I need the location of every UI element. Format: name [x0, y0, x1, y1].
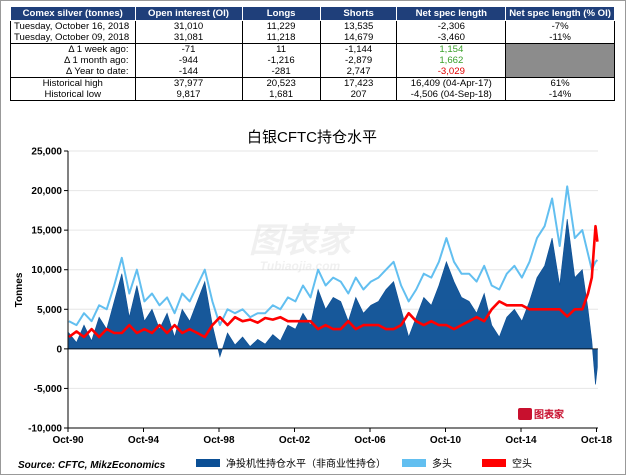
y-axis-label: Tonnes — [14, 272, 25, 307]
cell-net-pct-empty — [505, 43, 615, 78]
x-tick-label: Oct-14 — [505, 435, 537, 446]
legend-swatch — [482, 459, 506, 467]
table-row-delta-week: Δ 1 week ago: -71 11 -1,144 1,154 — [10, 43, 615, 78]
logo-icon — [518, 408, 532, 420]
cell-net-pct: -7% — [505, 20, 615, 32]
table-row-historical-high: Historical high 37,977 20,523 17,423 16,… — [10, 77, 615, 89]
cell-longs: 11,218 — [241, 32, 321, 44]
y-tick-label: 10,000 — [31, 265, 62, 276]
chart-series — [68, 185, 599, 385]
logo-text: 图表家 — [534, 408, 565, 421]
cell-longs: 11 — [241, 43, 321, 55]
cell-longs: 11,229 — [241, 20, 321, 32]
cell-longs: 1,681 — [241, 89, 321, 101]
watermark: 图表家 Tubiaojia.com — [249, 222, 356, 273]
x-tick-label: Oct-10 — [430, 435, 462, 446]
x-tick-label: Oct-06 — [354, 435, 386, 446]
y-tick-label: 25,000 — [31, 147, 62, 158]
legend-label: 空头 — [512, 457, 532, 470]
header-net-spec-pct: Net spec length (% OI) — [505, 6, 615, 21]
legend-swatch — [196, 459, 220, 467]
header-instrument: Comex silver (tonnes) — [10, 6, 136, 21]
longs-line — [68, 185, 599, 327]
y-tick-label: 5,000 — [37, 305, 62, 316]
watermark-cn: 图表家 — [249, 222, 356, 260]
y-tick-label: 20,000 — [31, 186, 62, 197]
x-tick-label: Oct-18 — [581, 435, 613, 446]
y-tick-label: -5,000 — [34, 384, 63, 395]
positions-table: Comex silver (tonnes) Open interest (OI)… — [10, 6, 615, 101]
chart-axes: 25,000 20,000 15,000 10,000 5,000 0 -5,000 -10,… — [28, 147, 612, 447]
x-tick-label: Oct-98 — [203, 435, 235, 446]
table-row-historical-low: Historical low 9,817 1,681 207 -4,506 (0… — [10, 89, 615, 101]
cell-longs: -1,216 — [241, 55, 321, 66]
table-header-row: Comex silver (tonnes) Open interest (OI)… — [10, 6, 615, 21]
legend-label: 多头 — [432, 457, 452, 470]
shorts-line — [68, 224, 599, 339]
table-row-delta-ytd: Δ Year to date: -144 -281 2,747 -3,029 — [10, 66, 615, 78]
logo-badge: 图表家 — [518, 408, 565, 421]
x-tick-label: Oct-94 — [128, 435, 160, 446]
table-row-current: Tuesday, October 16, 2018 31,010 11,229 … — [10, 20, 615, 32]
header-shorts: Shorts — [319, 6, 398, 21]
net-spec-area — [68, 218, 598, 385]
x-tick-label: Oct-02 — [279, 435, 311, 446]
table-row-delta-month: Δ 1 month ago: -944 -1,216 -2,879 1,662 — [10, 55, 615, 66]
chart-title: 白银CFTC持仓水平 — [247, 129, 377, 146]
chart-legend: 净投机性持仓水平（非商业性持仓） 多头 空头 — [196, 457, 532, 470]
cell-net-pct: 61% — [505, 77, 615, 89]
y-tick-label: -10,000 — [28, 424, 62, 435]
header-open-interest: Open interest (OI) — [134, 6, 243, 21]
table-row-prior-week: Tuesday, October 09, 2018 31,081 11,218 … — [10, 32, 615, 44]
y-tick-label: 0 — [56, 344, 62, 355]
source-note: Source: CFTC, MikzEconomics — [18, 460, 166, 471]
legend-label: 净投机性持仓水平（非商业性持仓） — [226, 457, 386, 470]
cell-net-pct: -14% — [505, 89, 615, 101]
cell-longs: 20,523 — [241, 77, 321, 89]
header-longs: Longs — [241, 6, 321, 21]
cell-net: 1,662 — [396, 55, 507, 66]
header-net-spec-length: Net spec length — [396, 6, 507, 21]
watermark-en: Tubiaojia.com — [260, 259, 341, 273]
x-tick-label: Oct-90 — [52, 435, 84, 446]
chart-gridlines — [68, 150, 598, 429]
y-tick-label: 15,000 — [31, 226, 62, 237]
legend-swatch — [402, 459, 426, 467]
